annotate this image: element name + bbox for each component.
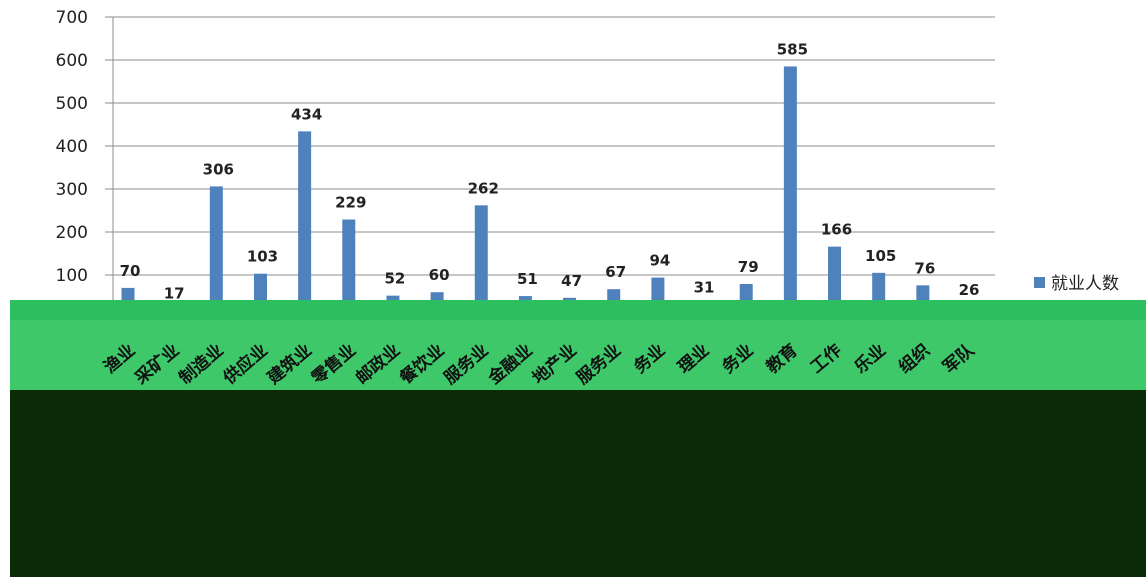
data-label: 262 [468,179,499,197]
data-label: 79 [738,258,759,276]
data-label: 51 [517,270,538,288]
data-label: 585 [777,40,808,58]
bar [474,205,488,318]
artifact-band-dark [10,390,1146,577]
data-label: 26 [959,281,980,299]
data-label: 76 [914,259,935,277]
gridlines [105,16,995,319]
data-label: 60 [429,266,450,284]
category-label: 务业 [718,340,758,378]
data-label: 103 [247,248,278,266]
legend-label: 就业人数 [1051,274,1119,294]
artifact-band-green-top [10,300,1146,320]
category-label: 建筑业 [263,340,316,389]
category-label: 服务业 [440,340,493,389]
data-label: 166 [821,221,852,239]
category-label: 地产业 [528,340,581,389]
data-label: 67 [605,263,626,281]
category-label: 乐业 [851,341,890,378]
legend-swatch [1034,277,1045,288]
y-tick-label: 600 [56,51,88,71]
category-labels: 渔业采矿业制造业供应业建筑业零售业邮政业餐饮业服务业金融业地产业服务业 务业 理业务… [100,339,979,389]
y-axis-ticks: 0100200300400500600700 [56,8,88,329]
category-label: 工作 [806,340,846,378]
category-label: 服务业 [572,340,625,389]
data-label: 47 [561,272,582,290]
data-label: 229 [335,194,366,212]
data-label: 31 [694,279,715,297]
category-label: 零售业 [307,340,360,390]
y-tick-label: 400 [56,137,88,157]
data-label: 306 [203,160,234,178]
category-label: 组织 [895,340,935,378]
category-label: 采矿业 [130,340,183,390]
data-label: 70 [120,262,141,280]
data-label: 94 [649,252,670,270]
category-label: 军队 [939,339,979,378]
artifact-band-green-mid [10,320,1146,390]
bar [209,186,223,318]
legend: 就业人数 [1034,274,1119,294]
bar [783,66,797,318]
y-tick-label: 500 [56,94,88,114]
data-label: 434 [291,105,322,123]
y-tick-label: 700 [56,8,88,28]
y-tick-label: 300 [56,180,88,200]
category-label: 理业 [674,341,713,378]
data-label: 17 [164,285,185,303]
y-tick-label: 100 [56,266,88,286]
y-tick-label: 200 [56,223,88,243]
category-label: 制造业 [175,340,228,389]
bar [342,219,356,318]
data-labels: 70 17 306 103 434 229 52 60 262 51 47 67 94 31 79 585 16… [120,40,980,302]
category-label: 邮政业 [352,340,405,389]
category-label: 务业 [630,340,670,378]
category-label: 供应业 [218,340,271,390]
bar [298,131,312,318]
category-label: 教育 [761,340,801,379]
category-label: 餐饮业 [396,340,449,389]
data-label: 52 [385,270,406,288]
data-label: 105 [865,247,896,265]
category-label: 金融业 [483,340,536,390]
